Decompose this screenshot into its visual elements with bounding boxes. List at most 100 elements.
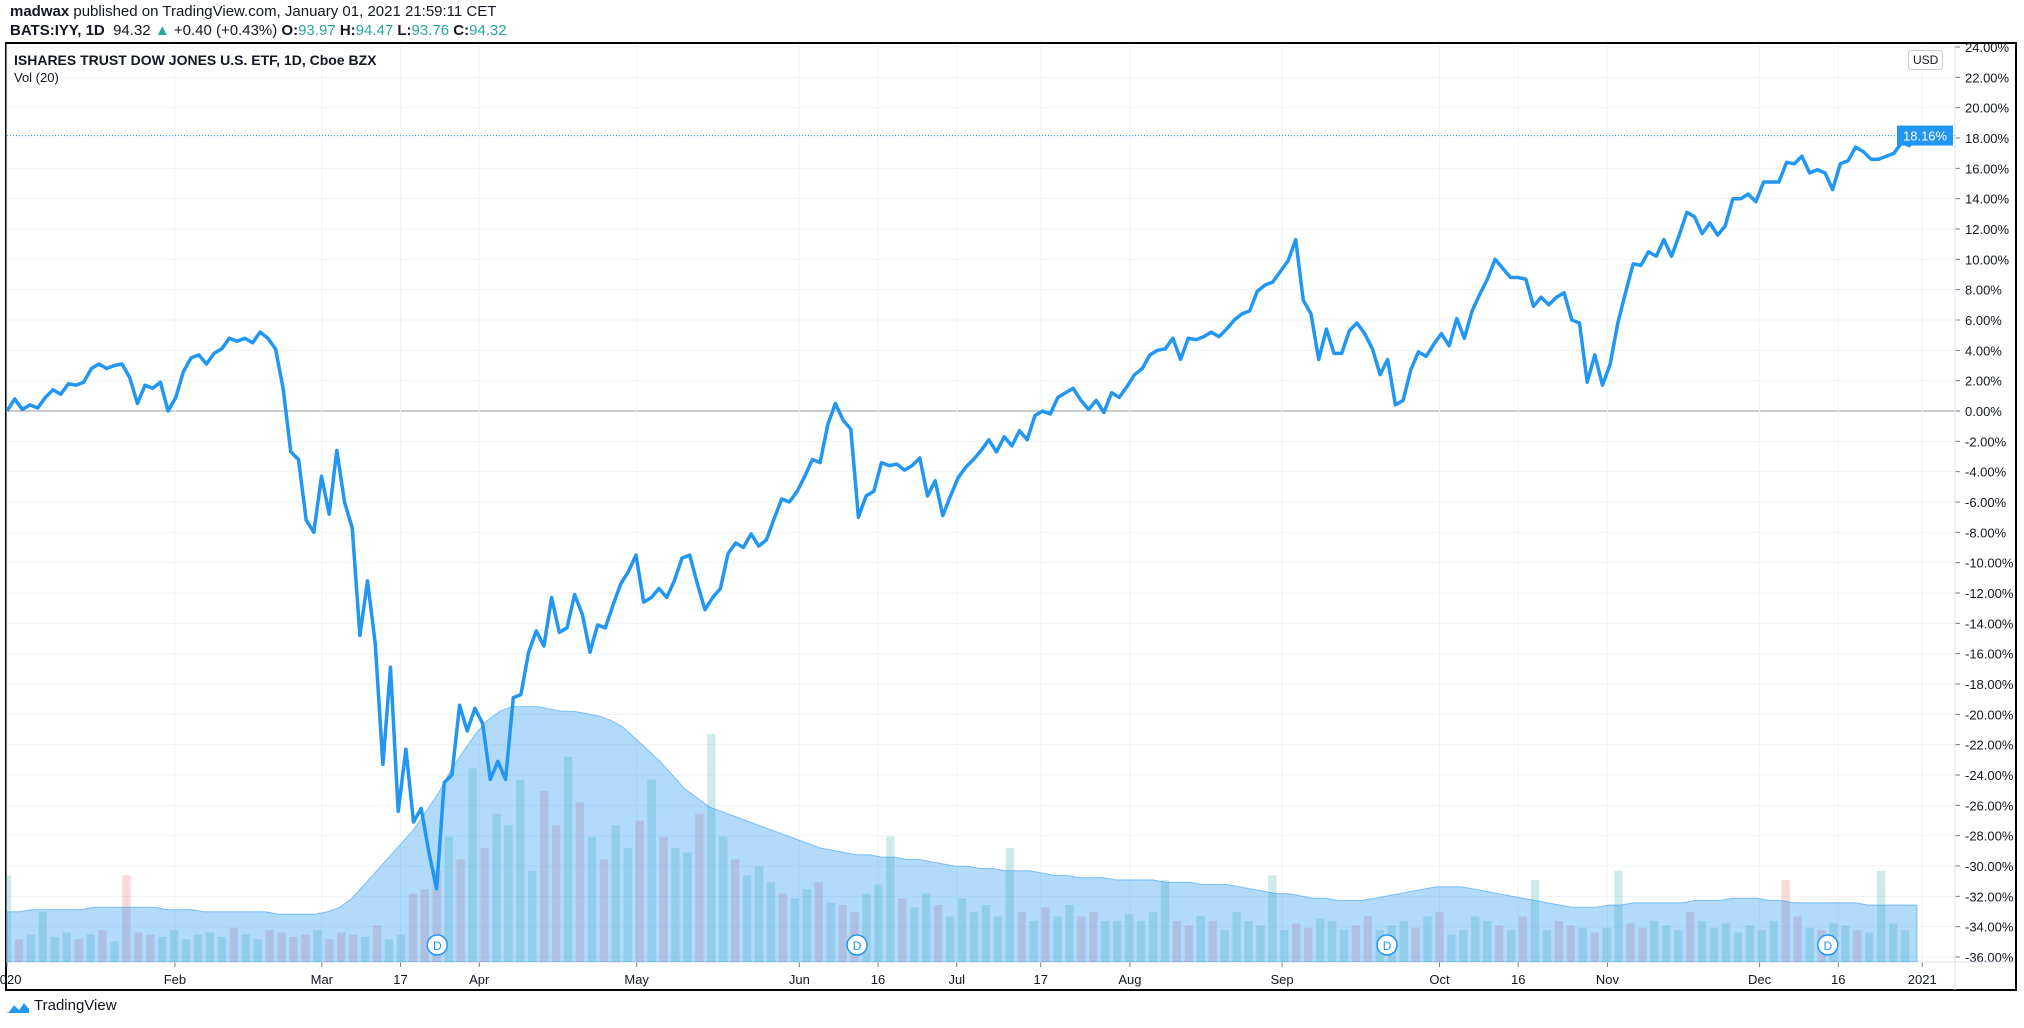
volume-bar [1602, 927, 1611, 962]
volume-bar [313, 930, 322, 962]
x-tick-label: 2020 [0, 972, 21, 987]
volume-bar [516, 779, 525, 962]
volume-bar [1244, 920, 1253, 962]
dividend-marker [1817, 934, 1839, 956]
volume-bar [38, 911, 47, 962]
published-text: published on TradingView.com, January 01… [69, 3, 497, 20]
dividend-marker-label: D [433, 939, 442, 953]
volume-bar [1184, 925, 1193, 962]
volume-bar [1220, 930, 1229, 962]
last-price-label-bg [1897, 125, 1953, 146]
volume-bar [1686, 911, 1695, 962]
volume-bar [1411, 927, 1420, 962]
y-tick-label: -10.00% [1965, 556, 2014, 571]
volume-bar [1232, 911, 1241, 962]
volume-bar [50, 936, 59, 962]
x-tick-label: Dec [1748, 972, 1772, 987]
y-tick-label: -4.00% [1965, 465, 2007, 480]
volume-bar [158, 936, 167, 962]
tradingview-logo-icon [7, 1000, 30, 1013]
volume-bar [1459, 930, 1468, 962]
volume-bar [7, 875, 12, 962]
volume-bar [528, 870, 537, 962]
y-tick-label: -26.00% [1965, 798, 2014, 813]
volume-bar [1423, 916, 1432, 962]
x-tick-label: Mar [311, 972, 334, 987]
y-tick-label: 12.00% [1965, 222, 2010, 237]
volume-bar [1435, 911, 1444, 962]
volume-bar [1865, 932, 1874, 962]
volume-bar [1363, 916, 1373, 962]
volume-bar [432, 870, 441, 962]
volume-bar [1148, 911, 1158, 962]
high-label: H: [339, 22, 356, 39]
volume-bar [1136, 920, 1146, 962]
volume-bar [683, 852, 692, 962]
volume-bar [110, 941, 119, 962]
volume-bar [277, 932, 286, 962]
volume-bar [898, 898, 907, 962]
volume-bar [1769, 920, 1778, 962]
x-tick-label: Jul [948, 972, 965, 987]
volume-bar [611, 825, 620, 962]
volume-bar [910, 907, 919, 962]
y-tick-label: -24.00% [1965, 768, 2014, 783]
volume-bar [1160, 879, 1170, 962]
volume-bar [74, 939, 83, 962]
y-tick-label: -6.00% [1965, 495, 2007, 510]
open-label: O: [281, 22, 299, 39]
volume-bar [1292, 923, 1301, 962]
y-tick-label: -30.00% [1965, 859, 2014, 874]
volume-bar [456, 859, 465, 962]
currency-button[interactable]: USD [1908, 50, 1944, 70]
volume-bar [1542, 930, 1552, 962]
y-tick-label: -12.00% [1965, 586, 2014, 601]
volume-bar [1196, 916, 1205, 962]
volume-bar [1805, 927, 1814, 962]
volume-bar [181, 939, 191, 962]
volume-bar [134, 932, 143, 962]
price-change: +0.40 (+0.43%) [173, 22, 278, 39]
volume-bar [1626, 923, 1635, 962]
volume-bar [1315, 918, 1325, 962]
volume-bar [1065, 905, 1074, 962]
volume-bar [1709, 927, 1719, 962]
volume-bar [1554, 920, 1564, 962]
volume-bar [957, 898, 967, 962]
volume-bar [217, 936, 227, 962]
chart-title: ISHARES TRUST DOW JONES U.S. ETF, 1D, Cb… [14, 52, 377, 68]
volume-bar [253, 939, 262, 962]
volume-bar [1733, 932, 1743, 962]
volume-bar [193, 934, 203, 962]
chart-frame [5, 42, 2017, 991]
volume-bar [205, 932, 215, 962]
volume-bar [492, 813, 501, 962]
x-tick-label: 17 [1033, 972, 1047, 987]
volume-bar [1077, 916, 1086, 962]
logo-text: TradingView [34, 997, 117, 1014]
volume-bar [826, 902, 835, 962]
volume-bar [1614, 870, 1623, 962]
last-price-label: 18.16% [1903, 129, 1948, 144]
volume-bar [659, 836, 668, 962]
volume-bar [647, 779, 656, 962]
volume-bar [587, 836, 597, 962]
volume-bar [1327, 920, 1337, 962]
y-tick-label: 18.00% [1965, 131, 2010, 146]
y-tick-label: 8.00% [1965, 283, 2002, 298]
dividend-marker [1376, 934, 1398, 956]
volume-bar [1900, 930, 1910, 962]
y-tick-label: -20.00% [1965, 707, 2014, 722]
x-tick-label: Sep [1271, 972, 1294, 987]
volume-legend: Vol (20) [14, 70, 59, 85]
volume-bar [1506, 930, 1516, 962]
y-tick-label: 24.00% [1965, 40, 2010, 55]
volume-bar [1745, 925, 1755, 962]
tradingview-logo[interactable]: TradingView [6, 997, 117, 1014]
volume-bar [1113, 920, 1122, 962]
volume-bar [1518, 916, 1528, 962]
volume-bar [671, 848, 680, 962]
dividend-marker [846, 934, 868, 956]
author[interactable]: madwax [10, 3, 70, 20]
